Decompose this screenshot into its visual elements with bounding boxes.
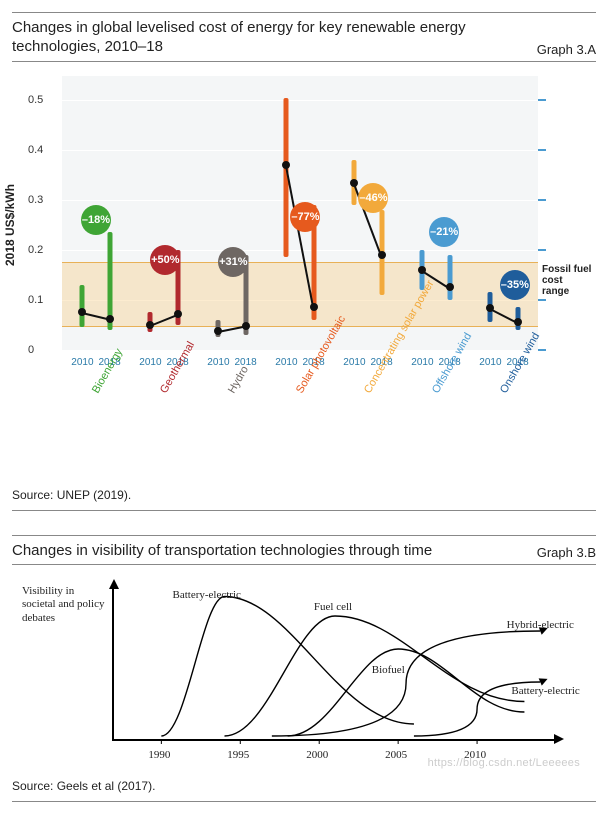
graph-a-header: Changes in global levelised cost of ener…: [12, 13, 596, 62]
watermark: https://blog.csdn.net/Leeeees: [428, 757, 580, 769]
graph-a-tag: Graph 3.A: [537, 42, 596, 57]
graph-a: Changes in global levelised cost of ener…: [12, 12, 596, 511]
data-point: [214, 327, 222, 335]
ytick-label: 0.1: [28, 294, 43, 306]
ytick-label: 0.4: [28, 144, 43, 156]
pct-badge: –21%: [429, 217, 459, 247]
curve: [272, 631, 540, 736]
graph-b-ytitle: Visibility in societal and policy debate…: [22, 585, 106, 625]
graph-b-source: Source: Geels et al (2017).: [12, 771, 596, 801]
curve-label: Battery-electric: [173, 589, 241, 601]
graph-a-title: Changes in global levelised cost of ener…: [12, 19, 492, 57]
graph-b-tag: Graph 3.B: [537, 545, 596, 560]
ytick-label: 0.2: [28, 244, 43, 256]
pct-badge: –35%: [500, 270, 530, 300]
graph-b-header: Changes in visibility of transportation …: [12, 536, 596, 566]
curve-label: Battery-electric: [511, 685, 579, 697]
fossil-band: [62, 262, 538, 326]
data-point: [446, 283, 454, 291]
xtick-year: 2010: [479, 357, 501, 368]
graph-b-chart: Visibility in societal and policy debate…: [22, 571, 586, 771]
data-point: [378, 251, 386, 259]
pct-badge: –77%: [290, 202, 320, 232]
xtick-year: 2010: [464, 749, 486, 761]
xtick-year: 2010: [207, 357, 229, 368]
pct-badge: +50%: [150, 245, 180, 275]
graph-a-source: Source: UNEP (2019).: [12, 480, 596, 510]
data-point: [486, 304, 494, 312]
data-point: [242, 322, 250, 330]
graph-b: Changes in visibility of transportation …: [12, 535, 596, 803]
xtick-year: 1995: [227, 749, 249, 761]
curve-label: Fuel cell: [314, 601, 352, 613]
xtick-year: 1990: [148, 749, 170, 761]
y-arrow-icon: [109, 579, 119, 589]
range-bar: [447, 255, 452, 300]
ytick-label: 0.3: [28, 194, 43, 206]
pct-badge: +31%: [218, 247, 248, 277]
data-point: [418, 266, 426, 274]
ytick-label: 0: [28, 344, 34, 356]
range-bar: [80, 285, 85, 327]
pct-badge: –46%: [358, 183, 388, 213]
data-point: [350, 179, 358, 187]
graph-b-title: Changes in visibility of transportation …: [12, 542, 432, 561]
data-point: [310, 303, 318, 311]
data-point: [146, 321, 154, 329]
data-point: [174, 310, 182, 318]
xtick-year: 2000: [306, 749, 328, 761]
xtick-year: 2005: [385, 749, 407, 761]
pct-badge: –18%: [81, 205, 111, 235]
graph-a-plot: 00.10.20.30.40.5Fossil fuel cost range20…: [62, 76, 538, 350]
fossil-band-label: Fossil fuel cost range: [542, 264, 592, 297]
xtick-year: 2010: [275, 357, 297, 368]
curve-label: Biofuel: [372, 664, 405, 676]
graph-a-categories: BioenergyGeothermalHydroSolar photovolta…: [58, 380, 542, 480]
data-point: [514, 318, 522, 326]
curve-label: Hybrid-electric: [507, 619, 574, 631]
graph-a-ylabel: 2018 US$/kWh: [3, 183, 17, 265]
data-point: [282, 161, 290, 169]
xtick-year: 2018: [234, 357, 256, 368]
ytick-label: 0.5: [28, 94, 43, 106]
xtick-year: 2010: [71, 357, 93, 368]
data-point: [78, 308, 86, 316]
graph-a-chart: 2018 US$/kWh 00.10.20.30.40.5Fossil fuel…: [16, 70, 592, 380]
data-point: [106, 315, 114, 323]
xtick-year: 2010: [411, 357, 433, 368]
xtick-year: 2010: [343, 357, 365, 368]
xtick-year: 2010: [139, 357, 161, 368]
